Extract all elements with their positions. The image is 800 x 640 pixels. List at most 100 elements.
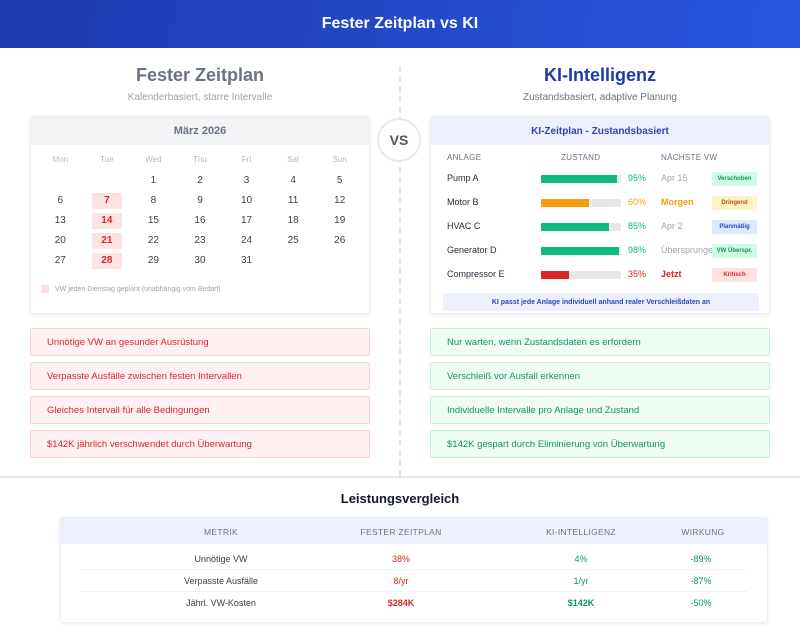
calendar-day[interactable]: 31 [223,251,270,271]
asset-row: Motor B 60% Morgen Dringend [431,191,769,215]
col-condition: ZUSTAND [561,153,601,162]
next-maintenance: Morgen [661,197,694,207]
calendar-day[interactable]: 21 [84,231,131,251]
table-row: Unnötige VW 38% 4% -89% [81,548,747,570]
page-title: Fester Zeitplan vs KI [321,15,479,32]
th-fixed: FESTER ZEITPLAN [360,527,442,537]
calendar-legend: VW jeden Dienstag geplant (unabhängig vo… [31,285,369,293]
impact-cell: -50% [690,598,712,608]
calendar-day[interactable]: 1 [130,171,177,191]
weekday-label: Sun [332,155,347,164]
status-badge: Kritisch [712,268,757,282]
calendar-day[interactable]: 11 [270,191,317,211]
day-number: 23 [194,235,206,246]
condition-bar [541,247,621,255]
day-number: 20 [54,235,66,246]
next-maintenance: Apr 15 [661,173,688,183]
calendar-day[interactable]: 25 [270,231,317,251]
fixed-schedule-heading: Fester Zeitplan Kalenderbasiert, starre … [30,65,370,103]
vs-badge: VS [377,118,421,162]
calendar-day[interactable]: 18 [270,211,317,231]
day-number: 27 [54,255,66,266]
calendar-day[interactable]: 8 [130,191,177,211]
day-number: 26 [334,235,346,246]
next-maintenance: Jetzt [661,269,682,279]
day-number: 8 [150,195,157,206]
asset-row: Pump A 95% Apr 15 Verschoben [431,167,769,191]
day-number: 19 [334,215,346,226]
calendar-day[interactable]: 2 [177,171,224,191]
asset-row: HVAC C 85% Apr 2 Planmäßig [431,215,769,239]
drawback-item: $142K jährlich verschwendet durch Überwa… [30,430,370,458]
day-number [278,253,308,269]
calendar-day[interactable]: 6 [37,191,84,211]
day-number: 18 [287,215,299,226]
day-number: 13 [54,215,66,226]
drawback-item: Verpasste Ausfälle zwischen festen Inter… [30,362,370,390]
calendar-day[interactable]: 10 [223,191,270,211]
table-row: Verpasste Ausfälle 8/yr 1/yr -87% [81,570,747,592]
asset-row: Compressor E 35% Jetzt Kritisch [431,263,769,287]
calendar-day[interactable]: 5 [316,171,363,191]
calendar-day[interactable]: 14 [84,211,131,231]
weekday-label: Mon [52,155,69,164]
condition-percent: 85% [628,221,647,231]
benefit-item: Verschleiß vor Ausfall erkennen [430,362,770,390]
calendar-day[interactable]: 7 [84,191,131,211]
calendar-day[interactable]: 26 [316,231,363,251]
col-asset: ANLAGE [447,153,482,162]
calendar-day[interactable]: 24 [223,231,270,251]
day-number: 3 [243,175,250,186]
ai-value-cell: 4% [574,554,588,564]
calendar-day[interactable]: 30 [177,251,224,271]
condition-bar-fill [541,199,589,207]
calendar-card: März 2026 Mon Tue Wed Thu Fri Sat Sun 1 2 3 4 5 6 7 8 9… [30,116,370,314]
day-number: 29 [147,255,159,266]
calendar-day[interactable]: 19 [316,211,363,231]
performance-title: Leistungsvergleich [340,491,460,506]
calendar-day[interactable]: 15 [130,211,177,231]
ai-value-cell: 1/yr [573,576,589,586]
th-ai: KI-INTELLIGENZ [546,527,616,537]
calendar-day[interactable]: 3 [223,171,270,191]
calendar-day[interactable]: 28 [84,251,131,271]
status-badge: Verschoben [712,172,757,186]
condition-percent: 35% [628,269,647,279]
calendar-day[interactable]: 22 [130,231,177,251]
ai-schedule-columns: ANLAGE ZUSTAND NÄCHSTE VW [431,145,769,167]
metric-cell: Unnötige VW [194,554,248,564]
day-number: 15 [147,215,159,226]
day-number: 1 [150,175,157,186]
condition-bar-fill [541,271,569,279]
day-number: 11 [287,195,299,206]
calendar-day[interactable]: 29 [130,251,177,271]
weekday-label: Tue [100,155,114,164]
calendar-day[interactable]: 9 [177,191,224,211]
next-maintenance: Übersprungen [661,245,713,255]
benefit-item: Individuelle Intervalle pro Anlage und Z… [430,396,770,424]
condition-percent: 98% [628,245,647,255]
day-number: 12 [334,195,346,206]
fixed-value-cell: $284K [387,598,415,608]
performance-table: METRIK FESTER ZEITPLAN KI-INTELLIGENZ WI… [60,517,768,623]
ai-subtitle: Zustandsbasiert, adaptive Planung [523,92,677,103]
day-number: 22 [147,235,159,246]
fixed-value-cell: 8/yr [393,576,409,586]
calendar-day[interactable]: 13 [37,211,84,231]
calendar-day[interactable]: 4 [270,171,317,191]
weekday-label: Sat [287,155,300,164]
calendar-day[interactable]: 20 [37,231,84,251]
asset-name: HVAC C [447,221,481,231]
day-number: 25 [287,235,299,246]
calendar-day[interactable]: 27 [37,251,84,271]
day-number: 30 [194,255,206,266]
calendar-day[interactable]: 16 [177,211,224,231]
calendar-day[interactable]: 23 [177,231,224,251]
calendar-day[interactable]: 17 [223,211,270,231]
calendar-day[interactable]: 12 [316,191,363,211]
performance-table-header: METRIK FESTER ZEITPLAN KI-INTELLIGENZ WI… [61,518,767,544]
calendar-month: März 2026 [31,117,369,145]
benefit-item: Nur warten, wenn Zustandsdaten es erford… [430,328,770,356]
column-divider [399,66,401,476]
ai-title: KI-Intelligenz [544,65,656,85]
